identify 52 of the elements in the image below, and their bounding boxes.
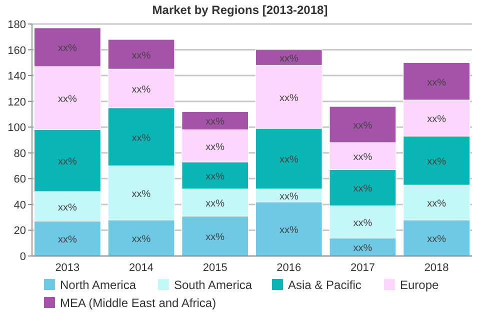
x-tick-label: 2013 (55, 262, 80, 274)
y-tick-label: 40 (14, 199, 26, 212)
data-label: xx% (58, 43, 77, 54)
y-tick-label: 180 (8, 19, 26, 31)
data-label: xx% (427, 198, 446, 210)
data-label: xx% (132, 188, 151, 200)
data-label: xx% (58, 202, 77, 214)
data-label: xx% (427, 156, 446, 168)
legend-label: North America (60, 278, 136, 292)
y-tick-label: 0 (20, 251, 26, 263)
data-label: xx% (279, 54, 298, 65)
y-tick-label: 100 (8, 122, 26, 134)
data-label: xx% (206, 171, 225, 182)
y-tick-label: 80 (14, 148, 26, 160)
x-tick-label: 2015 (202, 262, 228, 274)
y-tick-label: 20 (14, 225, 26, 238)
data-label: xx% (353, 218, 372, 229)
data-label: xx% (132, 50, 151, 62)
y-tick-label: 60 (14, 174, 26, 186)
data-label: xx% (132, 234, 151, 245)
data-label: xx% (58, 94, 77, 106)
data-label: xx% (427, 77, 446, 88)
data-label: xx% (279, 92, 298, 104)
data-label: xx% (353, 120, 372, 132)
chart-title: Market by Regions [2013-2018] (152, 3, 328, 17)
y-tick-label: 120 (8, 96, 26, 108)
data-label: xx% (279, 154, 298, 166)
x-tick-label: 2017 (350, 262, 375, 274)
data-label: xx% (58, 156, 77, 168)
data-label: xx% (279, 191, 298, 202)
data-label: xx% (206, 116, 225, 128)
data-label: xx% (353, 152, 372, 164)
data-label: xx% (206, 198, 225, 210)
data-label: xx% (427, 114, 446, 126)
y-tick-label: 140 (8, 70, 26, 83)
x-tick-label: 2014 (129, 262, 154, 274)
data-label: xx% (132, 132, 151, 144)
data-label: xx% (58, 234, 77, 246)
x-tick-label: 2016 (276, 262, 302, 274)
y-tick-label: 160 (8, 44, 26, 57)
data-label: xx% (353, 184, 372, 195)
data-label: xx% (279, 224, 298, 236)
data-label: xx% (132, 84, 151, 96)
legend-label: South America (174, 278, 252, 292)
data-label: xx% (353, 242, 372, 254)
data-label: xx% (206, 142, 225, 153)
legend-label: Asia & Pacific (288, 278, 362, 292)
data-label: xx% (427, 234, 446, 245)
data-label: xx% (206, 232, 225, 244)
legend-label: MEA (Middle East and Africa) (60, 296, 216, 310)
x-tick-label: 2018 (424, 262, 449, 274)
legend-label: Europe (400, 278, 440, 292)
